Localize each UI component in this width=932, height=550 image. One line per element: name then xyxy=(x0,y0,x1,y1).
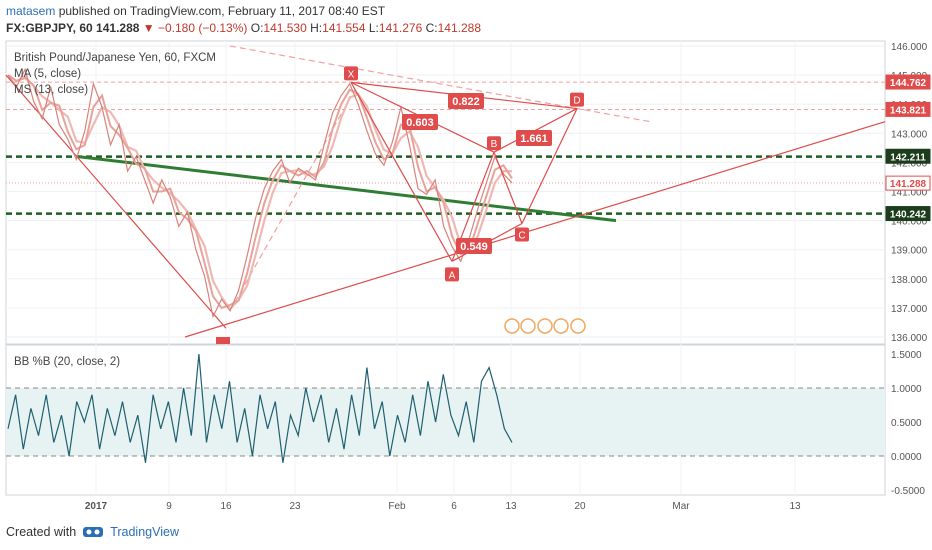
time-tick-label: 9 xyxy=(166,501,172,512)
price-tag xyxy=(885,206,931,222)
point-label-b: B xyxy=(491,139,498,150)
open-value: 141.530 xyxy=(263,21,307,35)
quote-line: FX:GBPJPY, 60 141.288 ▼ −0.180 (−0.13%) … xyxy=(6,21,481,35)
bb-band-fill xyxy=(6,388,885,456)
point-marker xyxy=(570,92,584,107)
rising-trendline xyxy=(184,121,886,338)
tradingview-link[interactable]: TradingView xyxy=(110,525,179,539)
ratio-label: 1.661 xyxy=(520,133,548,145)
ratio-box xyxy=(456,238,492,254)
ratio-box xyxy=(448,93,484,109)
price-tag-label: 143.821 xyxy=(890,105,927,116)
price-change: ▼ −0.180 (−0.13%) xyxy=(142,21,248,35)
price-tag-label: 142.211 xyxy=(890,152,926,163)
pattern-leg-xa xyxy=(350,82,453,262)
time-tick-label: 16 xyxy=(220,501,232,512)
bb-tick-label: 0.5000 xyxy=(891,418,922,429)
close-label: C: xyxy=(425,21,438,35)
point-marker xyxy=(487,136,501,151)
time-tick-label: 13 xyxy=(789,501,801,512)
time-tick-label: Mar xyxy=(672,501,690,512)
high-value: 141.554 xyxy=(322,21,366,35)
high-label: H: xyxy=(310,21,323,35)
ma-line xyxy=(7,74,513,310)
pattern-leg-cd xyxy=(521,108,578,224)
price-tick-label: 141.000 xyxy=(891,188,928,199)
bb-percent-line xyxy=(7,353,513,463)
price-tick-label: 146.000 xyxy=(891,42,928,53)
legend-bb: BB %B (20, close, 2) xyxy=(14,356,121,368)
price-tick-label: 142.000 xyxy=(891,158,928,169)
open-label: O: xyxy=(250,21,264,35)
symbol-label: FX:GBPJPY, 60 xyxy=(6,21,93,35)
ratio-label: 0.549 xyxy=(460,241,488,253)
low-value: 141.276 xyxy=(378,21,423,35)
time-tick-label: 6 xyxy=(451,501,457,512)
time-tick-label: 2017 xyxy=(85,501,108,512)
bb-tick-label: 0.0000 xyxy=(891,452,922,463)
low-label: L: xyxy=(368,21,379,35)
price-tag xyxy=(885,148,931,164)
tradingview-logo-icon xyxy=(83,527,104,537)
point-marker xyxy=(445,267,459,282)
pattern-leg-bc xyxy=(493,151,523,224)
bb-tick-label: -0.5000 xyxy=(891,486,925,497)
ratio-label: 0.603 xyxy=(406,117,434,129)
event-icon xyxy=(520,318,536,334)
event-icon xyxy=(570,318,586,334)
legend-ms: MS (13, close) xyxy=(14,84,89,96)
price-tag xyxy=(885,101,931,117)
price-pane-frame xyxy=(5,40,886,345)
point-label-c: C xyxy=(518,231,525,242)
bb-tick-label: 1.0000 xyxy=(891,384,922,395)
publish-info: matasem published on TradingView.com, Fe… xyxy=(6,4,385,18)
point-label-a: A xyxy=(449,270,456,281)
green-trendline xyxy=(77,155,617,223)
point-label-x: X xyxy=(348,69,355,80)
last-price: 141.288 xyxy=(96,21,140,35)
price-tag xyxy=(885,175,931,191)
time-tick-label: Feb xyxy=(388,501,406,512)
event-icon xyxy=(504,318,520,334)
event-icon xyxy=(553,318,569,334)
legend-title: British Pound/Japanese Yen, 60, FXCM xyxy=(14,52,217,64)
price-line xyxy=(7,67,513,319)
price-tag-label: 141.288 xyxy=(890,179,927,190)
dashed-channel-line xyxy=(229,45,651,123)
point-label-d: D xyxy=(573,96,580,107)
time-tick-label: 13 xyxy=(505,501,517,512)
dashed-channel-line xyxy=(234,89,356,303)
created-with-text: Created with xyxy=(6,525,77,539)
price-tag-label: 144.762 xyxy=(890,78,927,89)
price-tick-label: 138.000 xyxy=(891,275,928,286)
price-tick-label: 143.000 xyxy=(891,129,928,140)
point-marker xyxy=(344,66,358,81)
price-tick-label: 140.000 xyxy=(891,217,928,228)
ratio-box xyxy=(402,114,438,130)
published-text: published on TradingView.com, February 1… xyxy=(58,4,386,18)
time-tick-label: 20 xyxy=(574,501,586,512)
ratio-box xyxy=(516,130,552,146)
price-tag xyxy=(885,74,931,90)
price-tag-label: 140.242 xyxy=(890,210,927,221)
footer: Created with TradingView xyxy=(6,525,179,539)
point-marker xyxy=(515,227,529,242)
ms-line xyxy=(7,74,512,311)
close-value: 141.288 xyxy=(437,21,482,35)
price-tick-label: 137.000 xyxy=(891,304,928,315)
price-tick-label: 136.000 xyxy=(891,333,928,344)
ratio-label: 0.822 xyxy=(452,96,480,108)
event-icon xyxy=(537,318,553,334)
clipped-point-marker xyxy=(216,337,230,344)
price-tick-label: 139.000 xyxy=(891,246,928,257)
legend-ma: MA (5, close) xyxy=(14,68,82,80)
author-link[interactable]: matasem xyxy=(6,4,56,18)
time-tick-label: 23 xyxy=(289,501,301,512)
bb-tick-label: 1.5000 xyxy=(891,350,922,361)
